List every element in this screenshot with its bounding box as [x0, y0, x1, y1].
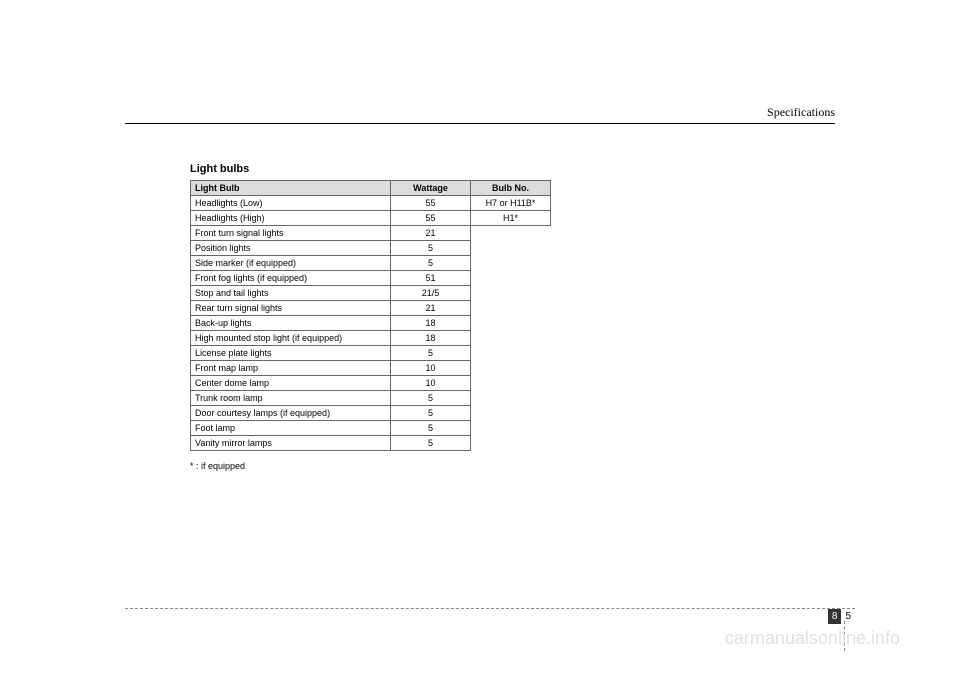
table-row: Front map lamp10: [191, 361, 551, 376]
table-row: Trunk room lamp5: [191, 391, 551, 406]
table-row: High mounted stop light (if equipped)18: [191, 331, 551, 346]
cell-bulb-name: Back-up lights: [191, 316, 391, 331]
cell-wattage: 5: [391, 241, 471, 256]
cell-wattage: 18: [391, 316, 471, 331]
cell-wattage: 21: [391, 226, 471, 241]
cell-wattage: 5: [391, 436, 471, 451]
cell-bulb-name: Foot lamp: [191, 421, 391, 436]
cell-wattage: 18: [391, 331, 471, 346]
cell-bulbno: H7 or H11B*: [471, 196, 551, 211]
table-row: Center dome lamp10: [191, 376, 551, 391]
table-row: Position lights5: [191, 241, 551, 256]
cell-wattage: 51: [391, 271, 471, 286]
cell-bulb-name: Headlights (High): [191, 211, 391, 226]
cell-bulb-name: Headlights (Low): [191, 196, 391, 211]
page-footer-rule: [125, 608, 855, 609]
cell-wattage: 10: [391, 376, 471, 391]
cell-wattage: 55: [391, 211, 471, 226]
table-row: Stop and tail lights21/5: [191, 286, 551, 301]
table-row: Headlights (High)55H1*: [191, 211, 551, 226]
table-row: Headlights (Low)55H7 or H11B*: [191, 196, 551, 211]
cell-wattage: 5: [391, 256, 471, 271]
cell-wattage: 5: [391, 406, 471, 421]
cell-bulb-name: Door courtesy lamps (if equipped): [191, 406, 391, 421]
cell-bulb-name: Rear turn signal lights: [191, 301, 391, 316]
table-row: Door courtesy lamps (if equipped)5: [191, 406, 551, 421]
table-row: Rear turn signal lights21: [191, 301, 551, 316]
cell-bulb-name: Center dome lamp: [191, 376, 391, 391]
cell-wattage: 5: [391, 421, 471, 436]
cell-bulb-name: Front turn signal lights: [191, 226, 391, 241]
header-rule: [125, 123, 835, 124]
cell-wattage: 55: [391, 196, 471, 211]
section-header: Specifications: [767, 105, 835, 120]
col-header-wattage: Wattage: [391, 181, 471, 196]
cell-bulb-name: Front map lamp: [191, 361, 391, 376]
light-bulbs-table: Light Bulb Wattage Bulb No. Headlights (…: [190, 180, 551, 451]
cell-bulb-name: Side marker (if equipped): [191, 256, 391, 271]
table-row: Front turn signal lights21: [191, 226, 551, 241]
cell-bulb-name: Vanity mirror lamps: [191, 436, 391, 451]
cell-bulb-name: Trunk room lamp: [191, 391, 391, 406]
watermark: carmanualsonline.info: [725, 628, 900, 649]
footnote: * : if equipped: [190, 461, 835, 471]
table-row: Side marker (if equipped)5: [191, 256, 551, 271]
cell-bulb-name: Position lights: [191, 241, 391, 256]
cell-bulb-name: Stop and tail lights: [191, 286, 391, 301]
col-header-bulbno: Bulb No.: [471, 181, 551, 196]
cell-wattage: 5: [391, 346, 471, 361]
chapter-number: 8: [828, 609, 842, 624]
page-container: Specifications Light bulbs Light Bulb Wa…: [0, 0, 960, 471]
col-header-bulb: Light Bulb: [191, 181, 391, 196]
table-header-row: Light Bulb Wattage Bulb No.: [191, 181, 551, 196]
cell-bulb-name: High mounted stop light (if equipped): [191, 331, 391, 346]
cell-wattage: 21/5: [391, 286, 471, 301]
table-row: Front fog lights (if equipped)51: [191, 271, 551, 286]
table-row: Foot lamp5: [191, 421, 551, 436]
cell-bulbno: H1*: [471, 211, 551, 226]
cell-wattage: 21: [391, 301, 471, 316]
cell-wattage: 10: [391, 361, 471, 376]
table-row: Back-up lights18: [191, 316, 551, 331]
cell-wattage: 5: [391, 391, 471, 406]
table-title: Light bulbs: [190, 163, 835, 175]
table-row: License plate lights5: [191, 346, 551, 361]
cell-bulb-name: License plate lights: [191, 346, 391, 361]
page-number: 85: [828, 611, 855, 622]
cell-bulb-name: Front fog lights (if equipped): [191, 271, 391, 286]
table-row: Vanity mirror lamps5: [191, 436, 551, 451]
